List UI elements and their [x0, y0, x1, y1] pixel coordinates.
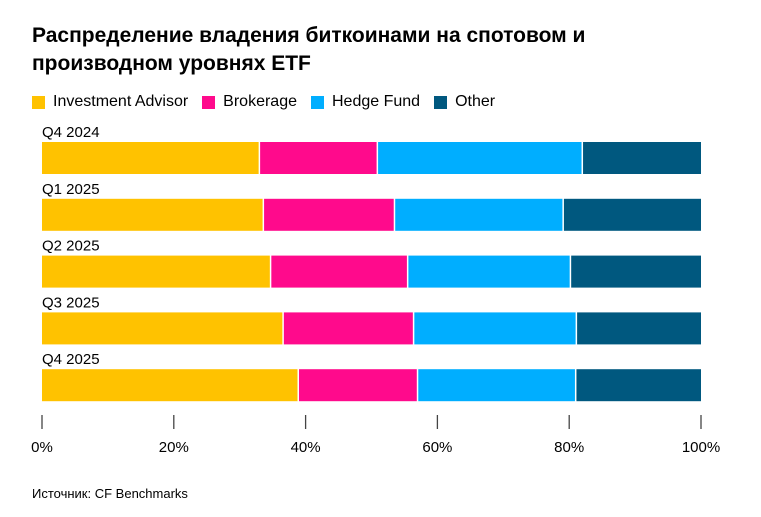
bar-segment-investment-advisor: [42, 255, 270, 288]
legend-item: Hedge Fund: [311, 93, 420, 111]
legend-label: Investment Advisor: [53, 93, 189, 110]
source-note: Источник: CF Benchmarks: [32, 486, 188, 501]
bar-segment-other: [576, 369, 701, 402]
legend: Investment Advisor Brokerage Hedge Fund …: [32, 93, 495, 111]
legend-swatch: [32, 95, 45, 109]
legend-item: Investment Advisor: [32, 93, 188, 111]
bar-segment-brokerage: [260, 142, 377, 174]
bar-segment-hedge-fund: [408, 255, 570, 288]
legend-label: Other: [455, 93, 496, 110]
bar-segment-investment-advisor: [42, 369, 298, 402]
legend-swatch: [434, 95, 448, 109]
bar-segment-hedge-fund: [378, 142, 582, 174]
bar-segment-brokerage: [299, 369, 417, 402]
bar-segment-other: [563, 198, 701, 231]
category-label: Q4 2024: [42, 124, 100, 141]
x-tick-label: 0%: [31, 439, 53, 456]
legend-swatch: [311, 95, 324, 109]
bar-segment-hedge-fund: [414, 312, 576, 345]
category-label: Q4 2025: [42, 351, 100, 368]
x-tick-label: 80%: [554, 439, 584, 456]
bar-segment-other: [583, 142, 701, 174]
chart-title: Распределение владения биткоинами на спо…: [32, 24, 586, 75]
legend-item: Brokerage: [202, 93, 297, 111]
legend-item: Other: [434, 93, 495, 111]
bar-segment-hedge-fund: [395, 198, 563, 231]
bar-segment-other: [577, 312, 701, 345]
legend-label: Brokerage: [223, 93, 297, 110]
category-label: Q3 2025: [42, 294, 100, 311]
x-tick-label: 60%: [422, 439, 452, 456]
legend-label: Hedge Fund: [332, 93, 421, 110]
x-tick-label: 100%: [682, 439, 720, 456]
bar-segment-investment-advisor: [42, 312, 283, 345]
category-label: Q2 2025: [42, 238, 100, 255]
bar-segment-investment-advisor: [42, 198, 263, 231]
bar-segment-other: [571, 255, 701, 288]
category-label: Q1 2025: [42, 181, 100, 198]
bar-segment-brokerage: [264, 198, 394, 231]
bar-segment-hedge-fund: [418, 369, 575, 402]
x-tick-label: 20%: [159, 439, 189, 456]
x-tick-label: 40%: [291, 439, 321, 456]
bar-segment-brokerage: [283, 312, 413, 345]
bar-segment-investment-advisor: [42, 142, 259, 174]
legend-swatch: [202, 95, 216, 109]
bar-segment-brokerage: [271, 255, 407, 288]
